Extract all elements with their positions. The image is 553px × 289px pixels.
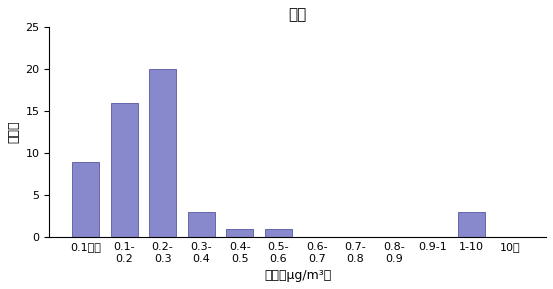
Title: 沿道: 沿道 (289, 7, 307, 22)
Bar (187, 212, 215, 237)
Bar (72, 162, 99, 237)
Bar (111, 103, 138, 237)
Bar (265, 229, 292, 237)
X-axis label: 濃度（μg/m³）: 濃度（μg/m³） (264, 269, 331, 282)
Bar (458, 212, 485, 237)
Bar (149, 69, 176, 237)
Y-axis label: 地点数: 地点数 (7, 121, 20, 143)
Bar (226, 229, 253, 237)
